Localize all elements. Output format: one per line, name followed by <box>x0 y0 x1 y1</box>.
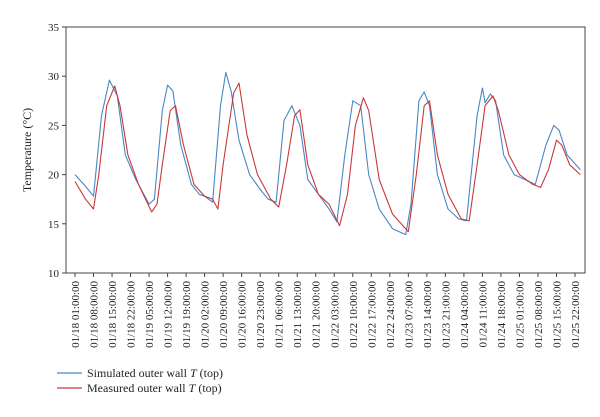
x-tick-label: 01/23 07:00:00 <box>403 281 415 348</box>
x-tick-label: 01/22 17:00:00 <box>366 281 378 348</box>
x-tick-label: 01/20 16:00:00 <box>237 281 249 348</box>
y-tick-label: 25 <box>48 120 60 132</box>
x-axis: 01/18 01:00:00 01/18 08:00:00 01/18 15:00:… <box>70 273 582 348</box>
y-tick-label: 30 <box>48 71 60 83</box>
series-layer <box>74 71 581 236</box>
x-tick-label: 01/24 18:00:00 <box>496 281 508 348</box>
x-tick-label: 01/18 01:00:00 <box>70 281 82 348</box>
y-axis: 10 15 20 25 30 35 <box>48 22 66 280</box>
x-tick-label: 01/18 08:00:00 <box>89 281 101 348</box>
y-tick-label: 20 <box>48 170 60 182</box>
legend-label: Measured outer wall T (top) <box>87 381 222 395</box>
x-tick-label: 01/23 21:00:00 <box>440 281 452 348</box>
x-tick-label: 01/22 10:00:00 <box>348 281 360 348</box>
x-tick-label: 01/18 22:00:00 <box>126 281 138 348</box>
x-tick-label: 01/25 22:00:00 <box>570 281 582 348</box>
y-axis-title: Temperature (°C) <box>20 108 34 192</box>
x-tick-label: 01/19 05:00:00 <box>144 281 156 348</box>
x-tick-label: 01/22 24:00:00 <box>385 281 397 348</box>
y-tick-label: 35 <box>48 22 60 34</box>
x-tick-label: 01/25 08:00:00 <box>533 281 545 348</box>
x-tick-label: 01/22 03:00:00 <box>329 281 341 348</box>
legend-label: Simulated outer wall T (top) <box>87 366 223 380</box>
x-tick-label: 01/21 06:00:00 <box>274 281 286 348</box>
plot-area <box>65 26 586 274</box>
x-tick-label: 01/21 20:00:00 <box>311 281 323 348</box>
x-tick-label: 01/18 15:00:00 <box>107 281 119 348</box>
series-line-measured <box>74 82 581 233</box>
x-tick-label: 01/20 09:00:00 <box>218 281 230 348</box>
x-tick-label: 01/25 01:00:00 <box>514 281 526 348</box>
x-tick-label: 01/24 11:00:00 <box>477 281 489 348</box>
x-tick-label: 01/23 14:00:00 <box>422 281 434 348</box>
plot-border <box>65 26 586 274</box>
legend: Simulated outer wall T (top)Measured out… <box>57 366 223 395</box>
x-tick-label: 01/21 13:00:00 <box>292 281 304 348</box>
x-tick-label: 01/20 23:00:00 <box>255 281 267 348</box>
x-tick-label: 01/24 04:00:00 <box>459 281 471 348</box>
x-tick-label: 01/20 02:00:00 <box>200 281 212 348</box>
x-tick-label: 01/25 15:00:00 <box>551 281 563 348</box>
y-tick-label: 10 <box>48 268 60 280</box>
y-tick-label: 15 <box>48 219 60 231</box>
x-tick-label: 01/19 12:00:00 <box>163 281 175 348</box>
x-tick-label: 01/19 19:00:00 <box>181 281 193 348</box>
